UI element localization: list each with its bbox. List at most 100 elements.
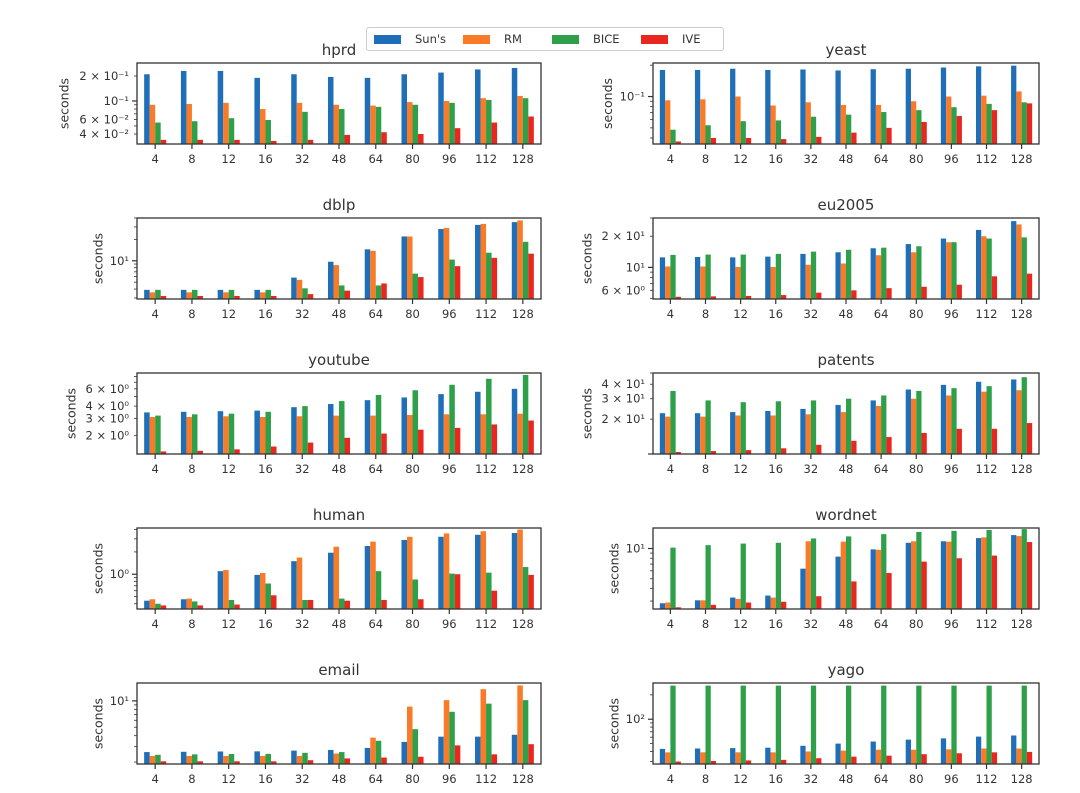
bar-ive-80 (921, 432, 927, 454)
bar-bice-128 (1021, 377, 1027, 454)
x-tick-label: 64 (368, 307, 383, 321)
x-tick-label: 112 (976, 307, 998, 321)
x-tick-label: 12 (733, 617, 748, 631)
bar-ive-48 (344, 437, 351, 454)
bar-bice-32 (810, 400, 817, 454)
bar-suns-48 (835, 252, 841, 299)
x-tick-label: 48 (839, 462, 854, 476)
bar-bice-80 (916, 390, 922, 454)
bar-bice-128 (1021, 237, 1027, 299)
x-tick-label: 64 (368, 462, 383, 476)
x-tick-label: 32 (804, 617, 819, 631)
x-tick-label: 128 (512, 462, 534, 476)
y-tick-label: 10¹ (110, 694, 129, 708)
bar-suns-16 (765, 595, 771, 609)
bar-ive-80 (921, 561, 927, 609)
bar-rm-16 (770, 105, 776, 144)
bar-rm-8 (700, 600, 706, 609)
bar-suns-16 (765, 69, 771, 144)
x-tick-label: 80 (405, 307, 420, 321)
bar-rm-80 (407, 102, 413, 144)
y-tick-label: 2 × 10¹ (601, 229, 645, 243)
bar-rm-96 (443, 414, 450, 454)
bar-suns-8 (180, 599, 187, 609)
bar-bice-64 (881, 395, 887, 454)
x-tick-label: 16 (768, 152, 783, 166)
bar-suns-8 (180, 751, 187, 764)
bar-suns-128 (511, 388, 518, 454)
x-tick-label: 64 (368, 617, 383, 631)
x-tick-label: 64 (874, 772, 889, 786)
bar-ive-4 (160, 295, 167, 299)
bar-bice-96 (951, 242, 957, 299)
bar-rm-16 (259, 755, 266, 764)
bar-ive-16 (781, 139, 787, 144)
x-tick-label: 4 (667, 152, 674, 166)
bar-rm-128 (1016, 536, 1022, 609)
bar-ive-8 (710, 137, 717, 144)
subplot-title: youtube (308, 351, 370, 369)
bar-bice-32 (810, 116, 817, 144)
bar-ive-128 (528, 420, 534, 454)
bar-rm-96 (946, 395, 952, 454)
bar-bice-112 (486, 99, 492, 144)
x-tick-label: 48 (332, 307, 347, 321)
bar-rm-4 (665, 266, 671, 299)
bar-suns-48 (327, 552, 334, 609)
bar-suns-96 (438, 394, 444, 454)
bar-rm-80 (407, 236, 413, 299)
bar-rm-48 (840, 104, 846, 144)
bar-suns-112 (975, 381, 982, 454)
x-tick-label: 112 (976, 617, 998, 631)
x-tick-label: 96 (442, 307, 457, 321)
x-tick-label: 128 (1011, 462, 1033, 476)
x-tick-label: 4 (152, 307, 159, 321)
bar-ive-96 (454, 266, 461, 299)
bar-bice-16 (265, 119, 271, 144)
bar-suns-32 (800, 568, 806, 609)
bar-rm-8 (700, 99, 706, 144)
bar-ive-80 (418, 133, 424, 144)
bar-bice-4 (155, 754, 161, 764)
y-tick-label: 2 × 10⁰ (85, 429, 129, 443)
bar-rm-16 (259, 109, 266, 144)
bar-suns-96 (438, 72, 444, 144)
x-tick-label: 48 (839, 307, 854, 321)
bar-suns-12 (730, 597, 736, 609)
bar-rm-4 (149, 416, 156, 454)
bar-suns-128 (1011, 379, 1017, 454)
bar-suns-64 (364, 747, 371, 764)
bar-rm-4 (665, 100, 671, 144)
y-tick-label: 6 × 10⁻² (79, 112, 129, 126)
bar-suns-96 (940, 541, 947, 609)
bar-rm-48 (333, 546, 339, 609)
bar-ive-32 (816, 596, 822, 609)
bar-ive-112 (491, 122, 498, 144)
bar-suns-48 (835, 743, 841, 764)
x-tick-label: 8 (702, 772, 709, 786)
bar-rm-64 (875, 549, 882, 609)
bar-suns-96 (940, 238, 947, 299)
x-tick-label: 128 (512, 152, 534, 166)
x-tick-label: 12 (733, 307, 748, 321)
bar-suns-4 (144, 752, 150, 764)
bar-ive-48 (851, 440, 857, 454)
x-tick-label: 80 (909, 772, 924, 786)
bar-bice-12 (228, 413, 235, 454)
x-tick-label: 48 (332, 462, 347, 476)
x-tick-label: 48 (839, 772, 854, 786)
x-tick-label: 112 (475, 152, 497, 166)
x-tick-label: 96 (944, 307, 959, 321)
x-tick-label: 112 (475, 617, 497, 631)
bar-ive-8 (710, 451, 717, 454)
bar-suns-8 (180, 289, 187, 299)
x-tick-label: 16 (258, 462, 273, 476)
bar-suns-80 (905, 542, 911, 609)
bar-bice-48 (846, 114, 852, 144)
x-tick-label: 96 (944, 462, 959, 476)
bar-ive-32 (307, 442, 314, 454)
bar-rm-32 (296, 755, 303, 764)
y-tick-label: 10¹ (626, 260, 645, 274)
bar-ive-8 (197, 450, 203, 454)
